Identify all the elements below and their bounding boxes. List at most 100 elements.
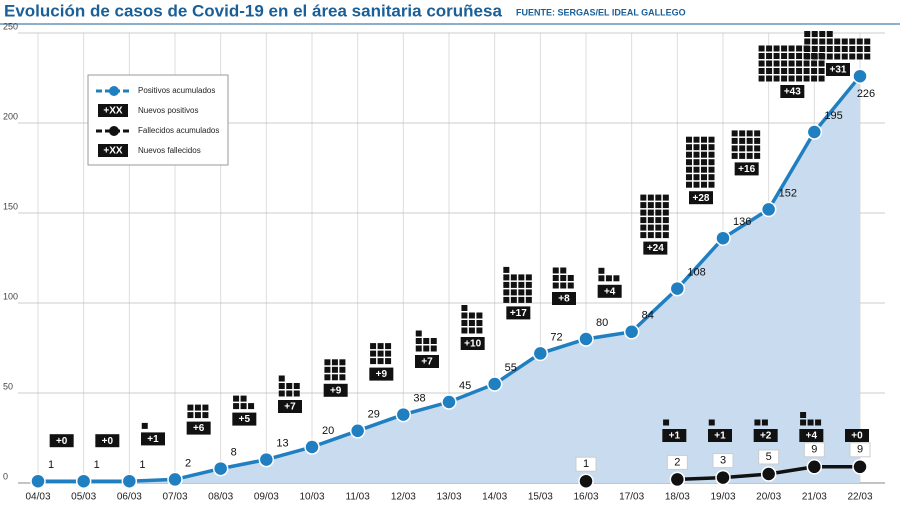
new-cases <box>708 419 715 426</box>
case-block <box>841 53 848 60</box>
point <box>715 469 731 486</box>
case-block <box>518 274 525 281</box>
case-block <box>686 166 692 173</box>
case-block <box>731 137 738 144</box>
case-block <box>640 232 647 239</box>
case-block <box>324 374 331 381</box>
case-block <box>560 275 567 281</box>
case-block <box>552 282 559 289</box>
badge-label: +2 <box>760 431 772 442</box>
x-tick-label: 21/03 <box>802 492 827 503</box>
case-block <box>708 181 715 188</box>
case-block <box>788 75 795 82</box>
case-block <box>647 209 654 216</box>
case-block <box>826 46 833 52</box>
case-block <box>525 274 532 281</box>
legend-label: Positivos acumulados <box>138 86 215 95</box>
badge-box <box>689 191 713 205</box>
legend-label: Fallecidos acumulados <box>138 126 219 135</box>
new-cases <box>663 419 670 426</box>
point <box>623 324 640 340</box>
case-block <box>849 53 856 60</box>
case-block <box>818 68 825 74</box>
case-block <box>773 45 780 52</box>
case-block <box>430 345 437 352</box>
case-block <box>761 419 768 426</box>
case-block <box>773 53 780 59</box>
case-block <box>739 152 746 159</box>
data-label: 13 <box>276 438 288 450</box>
case-block <box>141 422 148 429</box>
case-block <box>476 320 483 326</box>
case-block <box>202 404 209 411</box>
data-label: 1 <box>94 459 100 471</box>
case-block <box>864 46 871 52</box>
data-label: 1 <box>48 459 54 471</box>
case-block <box>686 151 692 158</box>
case-block <box>187 404 194 411</box>
new-cases <box>461 305 483 334</box>
case-block <box>518 281 525 288</box>
case-block <box>826 53 833 60</box>
badge-label: +7 <box>284 402 296 413</box>
data-label: 1 <box>139 459 145 471</box>
x-tick-label: 12/03 <box>391 492 416 503</box>
case-block <box>788 45 795 52</box>
badge-box <box>734 162 759 176</box>
x-tick-label: 08/03 <box>208 492 233 503</box>
case-block <box>640 202 647 209</box>
x-tick-label: 19/03 <box>710 492 735 503</box>
case-block <box>796 60 803 67</box>
case-block <box>804 53 811 60</box>
case-block <box>693 181 700 188</box>
case-block <box>662 194 669 201</box>
data-label: 136 <box>733 216 751 228</box>
case-block <box>701 181 707 188</box>
case-block <box>567 282 574 289</box>
case-block <box>708 419 715 426</box>
case-block <box>202 412 209 419</box>
case-block <box>662 217 669 224</box>
case-block <box>510 296 517 303</box>
case-block <box>640 194 647 201</box>
case-block <box>739 130 746 137</box>
point <box>532 345 549 362</box>
case-block <box>819 46 826 52</box>
data-label-box <box>666 454 688 470</box>
new-cases <box>686 136 715 188</box>
case-block <box>766 68 773 74</box>
case-block <box>701 174 707 181</box>
case-block <box>605 275 612 282</box>
case-block <box>864 38 871 45</box>
case-block <box>766 75 773 82</box>
case-block <box>811 68 818 74</box>
case-block <box>811 46 818 52</box>
area <box>38 76 860 483</box>
data-label: 1 <box>583 458 589 470</box>
point <box>121 473 138 489</box>
case-block <box>693 174 700 181</box>
case-block <box>701 136 707 143</box>
x-tick-label: 17/03 <box>619 492 644 503</box>
badge-label: +1 <box>714 431 726 442</box>
case-block <box>803 75 810 82</box>
case-block <box>731 130 738 137</box>
data-label: 9 <box>857 444 863 456</box>
badge-label: +8 <box>558 294 570 305</box>
case-block <box>331 366 338 373</box>
legend: Positivos acumulados +XX Nuevos positivos F… <box>87 74 229 166</box>
case-block <box>754 145 761 152</box>
case-block <box>415 338 422 344</box>
case-block <box>834 38 841 45</box>
case-block <box>377 343 384 350</box>
data-label-box <box>712 453 734 469</box>
case-block <box>468 320 475 326</box>
case-block <box>385 350 392 357</box>
point <box>304 439 320 455</box>
x-tick-label: 15/03 <box>528 492 553 503</box>
case-block <box>811 31 818 37</box>
point <box>167 471 183 488</box>
data-label-box <box>803 442 825 458</box>
case-block <box>788 60 795 67</box>
